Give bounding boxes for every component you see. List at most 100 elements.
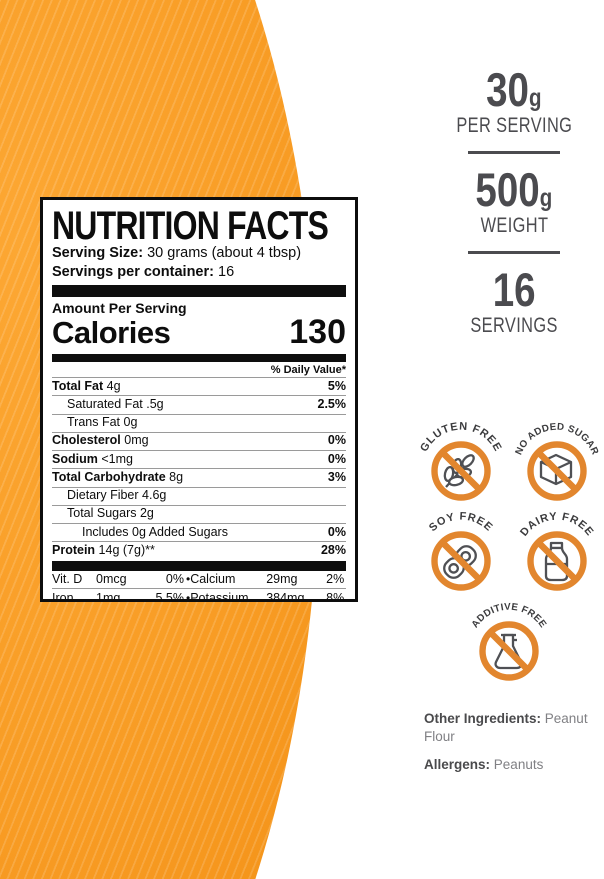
micronutrient-row: Vit. D 0mcg 0% • Calcium 29mg 2% — [52, 571, 346, 589]
nutrient-daily-value: 0% — [327, 524, 346, 539]
left-name: Vit. D — [52, 572, 83, 587]
nutrient-name-amount: Trans Fat 0g — [67, 415, 138, 430]
sugar-cube-icon-badge-svg: NO ADDED SUGAR — [514, 422, 600, 501]
left-name: Iron — [52, 590, 74, 602]
nutrient-daily-value: 3% — [327, 469, 346, 484]
badge-arc-label: GLUTEN FREE — [418, 421, 503, 454]
nutrient-daily-value: 2.5% — [317, 396, 347, 411]
milk-bottle-icon-badge-svg: DAIRY FREE — [518, 511, 595, 591]
nutrient-row: Trans Fat 0g — [52, 413, 346, 432]
thick-divider-bar — [52, 560, 346, 571]
nutrient-daily-value: 0% — [327, 433, 346, 448]
nutrient-name-amount: Protein 14g (7g)** — [52, 542, 155, 557]
bullet: • — [186, 590, 191, 602]
serving-size-value: 30 grams (about 4 tbsp) — [147, 245, 302, 261]
nutrient-name-amount: Dietary Fiber 4.6g — [67, 488, 167, 503]
calories-value: 130 — [289, 313, 346, 352]
badge-dairy-free: DAIRY FREE — [514, 506, 600, 592]
left-pct: 5.5% — [155, 590, 185, 602]
metric-value: 30g — [486, 63, 542, 116]
metric-unit: g — [539, 184, 553, 212]
thick-divider-bar — [52, 354, 346, 363]
nutrient-name-amount: Total Carbohydrate 8g — [52, 469, 184, 484]
prohibition-slash — [440, 450, 482, 492]
other-ingredients-label: Other Ingredients: — [424, 711, 542, 726]
metric-caption: SERVINGS — [470, 314, 558, 337]
metric-caption: PER SERVING — [456, 114, 572, 137]
ingredients-block: Other Ingredients: Peanut Flour Allergen… — [424, 710, 600, 785]
svg-text:NO ADDED SUGAR: NO ADDED SUGAR — [514, 422, 600, 457]
badge-arc-label: NO ADDED SUGAR — [514, 422, 601, 457]
servings-per-container-label: Servings per container: — [52, 264, 214, 281]
nutrient-name-amount: Includes 0g Added Sugars — [82, 524, 228, 539]
nutrient-name-amount: Total Sugars 2g — [67, 506, 154, 521]
free-from-badges: GLUTEN FREE NO ADDED SUGAR — [418, 416, 600, 682]
left-amt: 1mg — [96, 590, 121, 602]
metric-value: 500g — [475, 163, 553, 216]
prohibition-circle — [527, 441, 587, 501]
nutrient-row: Cholesterol 0mg 0% — [52, 431, 346, 450]
nutrition-facts-title: NUTRITION FACTS — [52, 204, 329, 248]
nutrient-rows: Total Fat 4g 5% Saturated Fat .5g 2.5% Trans… — [52, 377, 346, 560]
right-amt: 29mg — [266, 572, 298, 587]
nutrition-facts-panel: NUTRITION FACTS Serving Size: 30 grams (… — [40, 197, 358, 602]
badge-arc-label: SOY FREE — [427, 511, 494, 535]
svg-text:SOY FREE: SOY FREE — [427, 511, 495, 535]
flask-icon-badge-svg: ADDITIVE FREE — [470, 602, 548, 681]
servings-per-container-line: Servings per container: 16 — [52, 264, 346, 281]
badge-no-added-sugar: NO ADDED SUGAR — [514, 416, 600, 502]
nutrient-row: Protein 14g (7g)** 28% — [52, 541, 346, 559]
thick-divider-bar — [52, 285, 346, 298]
prohibition-circle — [431, 441, 491, 501]
metric-value: 16 — [492, 263, 536, 316]
daily-value-header: % Daily Value* — [270, 364, 346, 377]
badge-soy-free: SOY FREE — [418, 506, 504, 592]
amount-per-serving-label: Amount Per Serving — [52, 300, 187, 317]
other-ingredients-value: Peanut Flour — [424, 711, 588, 744]
nutrient-row: Saturated Fat .5g 2.5% — [52, 395, 346, 413]
badge-gluten-free: GLUTEN FREE — [418, 416, 504, 502]
nutrient-row: Sodium <1mg 0% — [52, 450, 346, 468]
nutrient-row: Includes 0g Added Sugars 0% — [52, 523, 346, 541]
prohibition-circle — [479, 621, 539, 681]
allergens-label: Allergens: — [424, 757, 491, 773]
serving-size-label: Serving Size: — [52, 245, 144, 261]
micronutrient-row: Iron 1mg 5.5% • Potassium 384mg 8% — [52, 588, 346, 602]
metric-divider — [468, 151, 560, 154]
right-pct: 8% — [326, 590, 345, 602]
metric-weight: 500g WEIGHT — [424, 166, 604, 238]
prohibition-slash — [488, 630, 530, 672]
badge-additive-free: ADDITIVE FREE — [466, 596, 552, 682]
calories-label: Calories — [52, 315, 171, 351]
calories-row: Calories 130 — [52, 313, 346, 352]
prohibition-circle — [527, 531, 587, 591]
wheat-icon-badge-svg: GLUTEN FREE — [418, 421, 504, 501]
right-pct: 2% — [326, 572, 345, 587]
metric-caption: WEIGHT — [480, 214, 548, 237]
key-metrics-column: 30g PER SERVING 500g WEIGHT 16 SERVINGS — [424, 66, 604, 338]
nutrient-name-amount: Cholesterol 0mg — [52, 433, 149, 448]
nutrient-daily-value: 0% — [327, 451, 346, 466]
nutrient-row: Total Sugars 2g — [52, 504, 346, 523]
nutrient-row: Dietary Fiber 4.6g — [52, 486, 346, 505]
nutrient-name-amount: Saturated Fat .5g — [67, 396, 164, 411]
svg-text:GLUTEN FREE: GLUTEN FREE — [418, 421, 504, 454]
nutrient-name-amount: Total Fat 4g — [52, 378, 121, 393]
bullet: • — [186, 572, 191, 587]
allergens-value: Peanuts — [493, 757, 544, 773]
prohibition-slash — [536, 450, 578, 492]
metric-servings: 16 SERVINGS — [424, 266, 604, 338]
nutrient-row: Total Carbohydrate 8g 3% — [52, 468, 346, 486]
right-name: Calcium — [190, 572, 236, 587]
left-pct: 0% — [165, 572, 184, 587]
servings-per-container-value: 16 — [218, 264, 235, 281]
left-amt: 0mcg — [96, 572, 127, 587]
nutrient-daily-value: 5% — [327, 378, 346, 393]
prohibition-circle — [431, 531, 491, 591]
right-amt: 384mg — [266, 590, 305, 602]
serving-size-line: Serving Size: 30 grams (about 4 tbsp) — [52, 245, 346, 262]
metric-per-serving: 30g PER SERVING — [424, 66, 604, 138]
metric-unit: g — [529, 84, 542, 112]
right-name: Potassium — [190, 590, 249, 602]
